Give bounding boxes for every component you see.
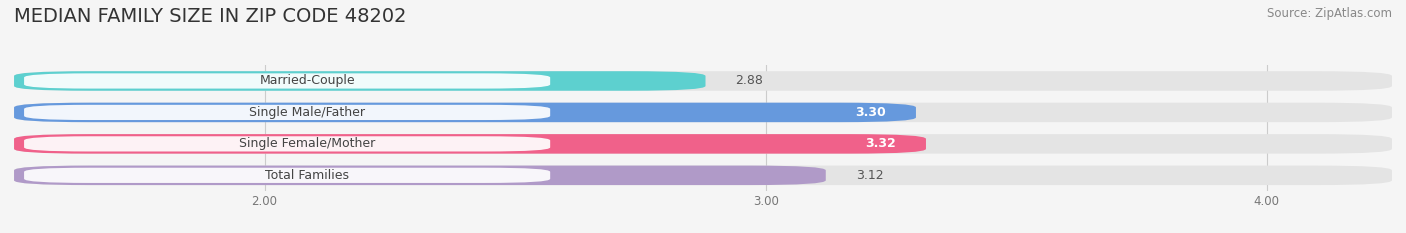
FancyBboxPatch shape xyxy=(14,134,927,154)
Text: Source: ZipAtlas.com: Source: ZipAtlas.com xyxy=(1267,7,1392,20)
Text: Single Male/Father: Single Male/Father xyxy=(249,106,366,119)
Text: Total Families: Total Families xyxy=(266,169,349,182)
Text: Married-Couple: Married-Couple xyxy=(259,75,354,87)
FancyBboxPatch shape xyxy=(14,166,825,185)
Text: 3.30: 3.30 xyxy=(855,106,886,119)
Text: 3.12: 3.12 xyxy=(856,169,883,182)
Text: 3.32: 3.32 xyxy=(865,137,896,150)
FancyBboxPatch shape xyxy=(24,73,550,89)
FancyBboxPatch shape xyxy=(24,168,550,183)
FancyBboxPatch shape xyxy=(24,136,550,151)
FancyBboxPatch shape xyxy=(14,71,1392,91)
FancyBboxPatch shape xyxy=(14,103,1392,122)
Text: 2.88: 2.88 xyxy=(735,75,763,87)
FancyBboxPatch shape xyxy=(14,166,1392,185)
Text: Single Female/Mother: Single Female/Mother xyxy=(239,137,375,150)
FancyBboxPatch shape xyxy=(14,103,915,122)
FancyBboxPatch shape xyxy=(14,134,1392,154)
Text: MEDIAN FAMILY SIZE IN ZIP CODE 48202: MEDIAN FAMILY SIZE IN ZIP CODE 48202 xyxy=(14,7,406,26)
FancyBboxPatch shape xyxy=(14,71,706,91)
FancyBboxPatch shape xyxy=(24,105,550,120)
